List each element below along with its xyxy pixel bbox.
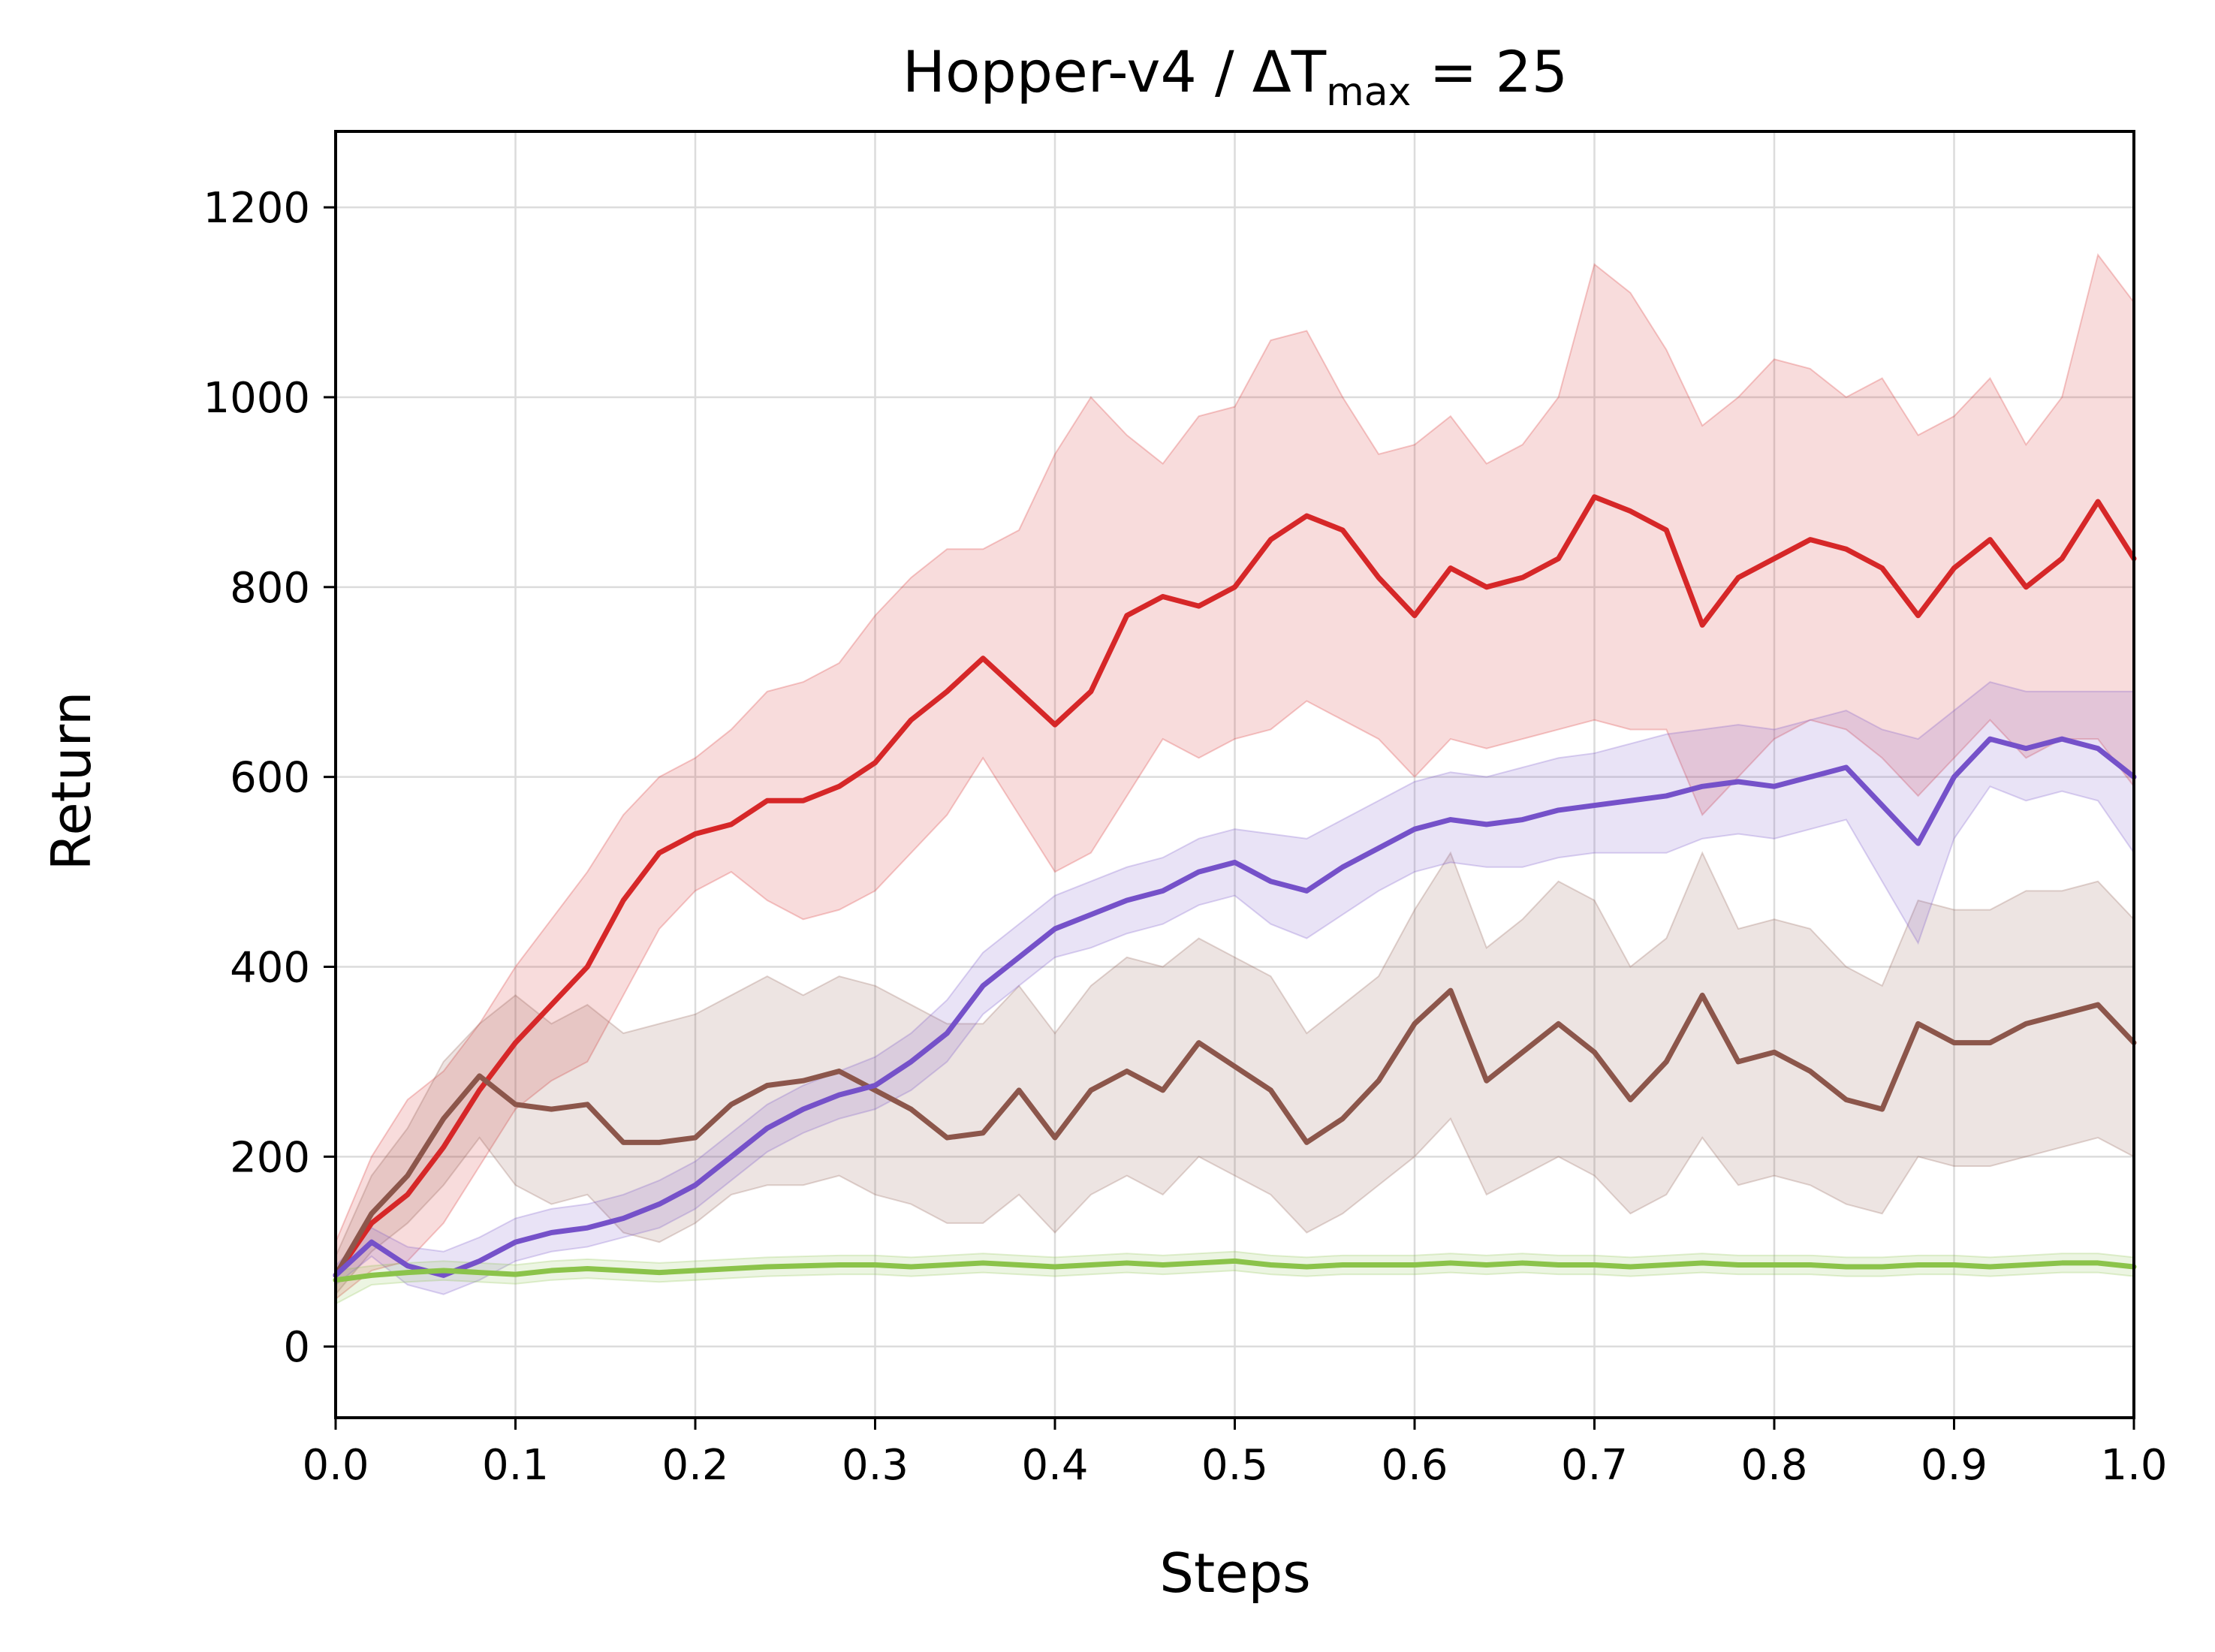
x-tick-label-7: 0.7 bbox=[1561, 1441, 1628, 1490]
x-tick-label-3: 0.3 bbox=[842, 1441, 909, 1490]
x-tick-label-2: 0.2 bbox=[661, 1441, 728, 1490]
chart-title: Hopper-v4 / ΔTmax = 25 bbox=[903, 38, 1568, 115]
y-tick-label-0: 0 bbox=[283, 1323, 310, 1372]
series-2-line bbox=[333, 736, 2137, 1278]
x-tick-label-9: 0.9 bbox=[1921, 1441, 1987, 1490]
chart-title-prefix: Hopper-v4 / ΔT bbox=[903, 38, 1327, 105]
y-tick-label-1: 200 bbox=[230, 1133, 310, 1182]
y-tick-label-6: 1200 bbox=[203, 184, 310, 233]
series-0-line bbox=[333, 494, 2137, 1278]
x-axis-label: Steps bbox=[1159, 1542, 1310, 1605]
x-tick-label-6: 0.6 bbox=[1381, 1441, 1448, 1490]
x-tick-label-5: 0.5 bbox=[1201, 1441, 1268, 1490]
chart-title-suffix: = 25 bbox=[1411, 38, 1568, 105]
y-tick-label-2: 400 bbox=[230, 944, 310, 993]
series-lines bbox=[333, 494, 2137, 1283]
x-axis-ticks: 0.0 0.1 0.2 0.3 0.4 0.5 0.6 0.7 0.8 0.9 1.0 bbox=[302, 1418, 2168, 1490]
y-tick-label-4: 800 bbox=[230, 564, 310, 613]
y-tick-label-5: 1000 bbox=[203, 374, 310, 423]
x-tick-label-8: 0.8 bbox=[1740, 1441, 1807, 1490]
x-tick-label-4: 0.4 bbox=[1021, 1441, 1088, 1490]
y-tick-label-3: 600 bbox=[230, 754, 310, 803]
x-tick-label-1: 0.1 bbox=[482, 1441, 549, 1490]
x-tick-label-0: 0.0 bbox=[302, 1441, 369, 1490]
series-1-line bbox=[333, 987, 2137, 1278]
x-tick-label-10: 1.0 bbox=[2100, 1441, 2167, 1490]
chart-title-subscript: max bbox=[1326, 70, 1411, 115]
series-3-line bbox=[333, 1258, 2137, 1283]
y-axis-label: Return bbox=[40, 692, 103, 871]
y-axis-ticks: 0 200 400 600 800 1000 1200 bbox=[203, 184, 336, 1372]
